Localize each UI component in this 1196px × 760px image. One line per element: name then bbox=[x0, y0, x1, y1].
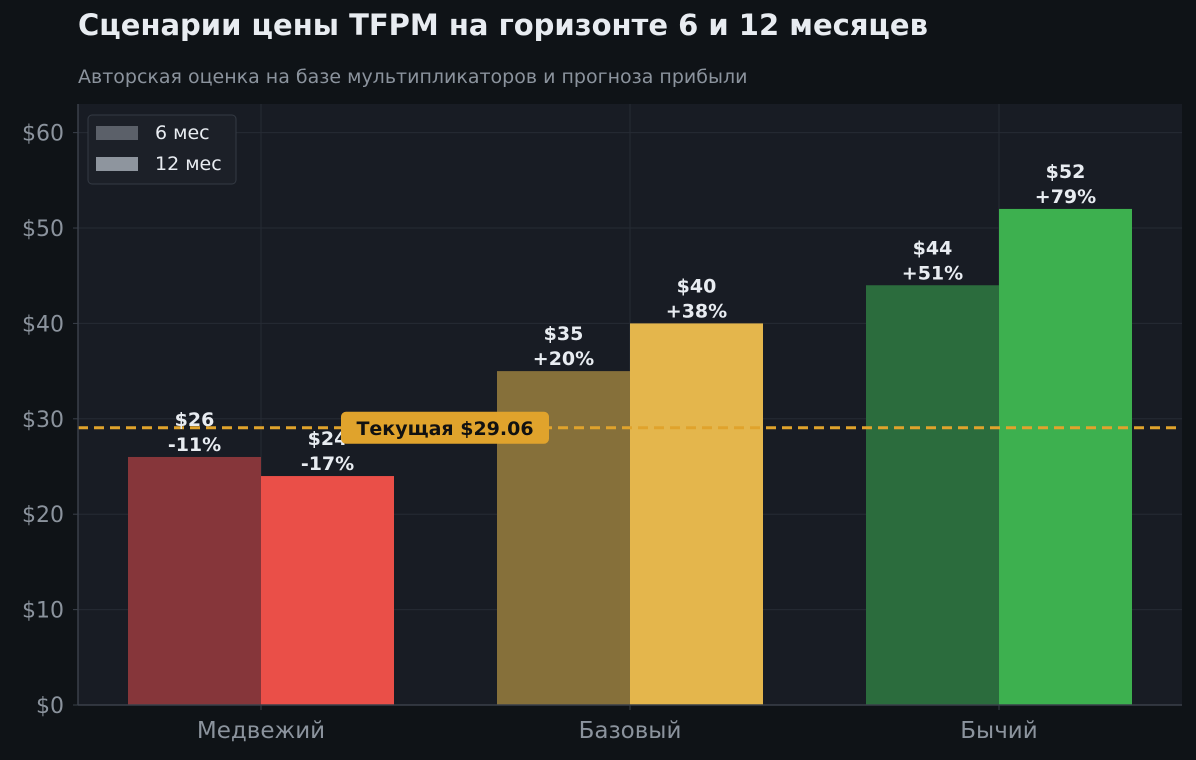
chart-title: Сценарии цены TFPM на горизонте 6 и 12 м… bbox=[78, 8, 928, 42]
bar-change-label: +38% bbox=[666, 300, 727, 322]
bar-value-label: $24 bbox=[308, 428, 348, 450]
bar-value-label: $52 bbox=[1046, 161, 1086, 183]
bar-value-label: $44 bbox=[913, 237, 953, 259]
x-category-label: Медвежий bbox=[197, 718, 325, 744]
legend-swatch bbox=[96, 126, 138, 140]
y-tick-label: $20 bbox=[22, 503, 64, 528]
bar-12m-2 bbox=[999, 208, 1132, 705]
x-category-label: Базовый bbox=[579, 718, 682, 744]
bar-value-label: $26 bbox=[175, 409, 215, 431]
chart-subtitle: Авторская оценка на базе мультипликаторо… bbox=[78, 66, 748, 88]
legend-swatch bbox=[96, 157, 138, 171]
bar-value-label: $40 bbox=[677, 275, 717, 297]
y-tick-label: $30 bbox=[22, 408, 64, 433]
x-category-label: Бычий bbox=[960, 718, 1037, 744]
bar-change-label: -11% bbox=[168, 434, 221, 456]
bar-value-label: $35 bbox=[544, 323, 584, 345]
legend-label: 6 мес bbox=[155, 122, 210, 144]
bar-12m-1 bbox=[630, 323, 763, 705]
legend-label: 12 мес bbox=[155, 153, 222, 175]
y-tick-label: $0 bbox=[36, 694, 64, 719]
current-price-label: Текущая $29.06 bbox=[356, 418, 533, 440]
y-tick-label: $50 bbox=[22, 217, 64, 242]
y-tick-label: $10 bbox=[22, 599, 64, 624]
bar-6m-0 bbox=[128, 456, 261, 705]
bar-change-label: -17% bbox=[301, 453, 354, 475]
bar-change-label: +51% bbox=[902, 262, 963, 284]
bar-change-label: +79% bbox=[1035, 186, 1096, 208]
bar-6m-2 bbox=[866, 285, 999, 705]
current-price-badge bbox=[341, 411, 549, 444]
y-tick-label: $60 bbox=[22, 122, 64, 147]
bar-12m-0 bbox=[261, 476, 394, 705]
bar-change-label: +20% bbox=[533, 348, 594, 370]
y-tick-label: $40 bbox=[22, 312, 64, 337]
